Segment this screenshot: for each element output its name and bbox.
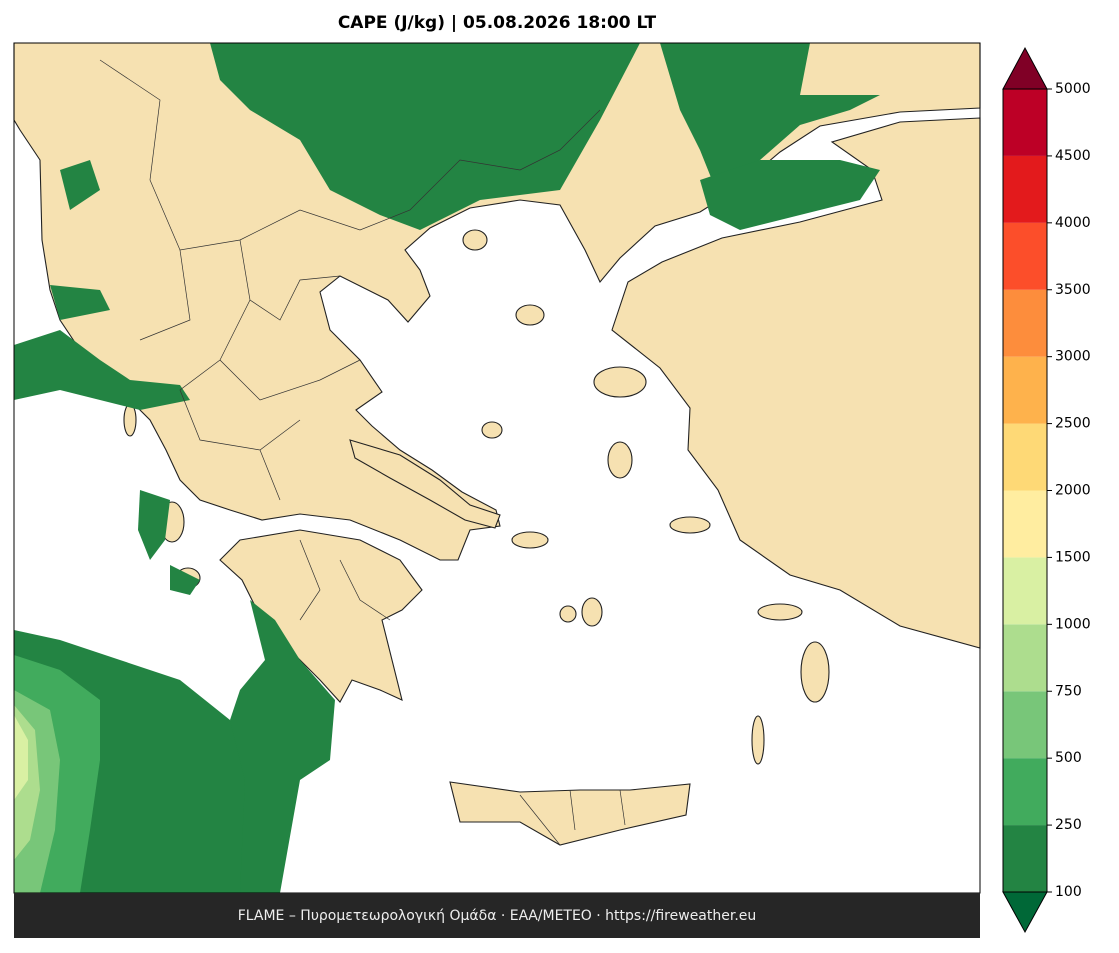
island <box>515 304 545 326</box>
footer-bar <box>14 893 980 938</box>
island <box>462 229 488 251</box>
colorbar-tick-label: 5000 <box>1055 81 1091 97</box>
cape-area <box>170 565 200 595</box>
colorbar-tick-label: 3500 <box>1055 282 1091 298</box>
cape-area <box>660 43 880 200</box>
colorbar-segment <box>1003 557 1047 625</box>
cape-area <box>14 330 190 410</box>
colorbar-segment <box>1003 490 1047 558</box>
land <box>449 781 691 846</box>
colorbar-tick-label: 4000 <box>1055 215 1091 231</box>
border <box>519 789 626 846</box>
colorbar-tick-label: 4500 <box>1055 148 1091 164</box>
footer-text: FLAME – Πυρομετεωρολογική Ομάδα · ΕΑΑ/ME… <box>238 908 757 924</box>
cape-area <box>14 715 28 800</box>
colorbar-tick-label: 100 <box>1055 884 1082 900</box>
island <box>593 366 647 398</box>
colorbar-segment <box>1003 758 1047 826</box>
island <box>757 603 803 621</box>
colorbar-segment <box>1003 89 1047 156</box>
cape-area <box>700 160 880 230</box>
colorbar-tick-label: 2500 <box>1055 416 1091 432</box>
border <box>139 239 361 501</box>
island <box>669 516 711 534</box>
colorbar-segment <box>1003 289 1047 357</box>
colorbar-segment <box>1003 155 1047 223</box>
colorbar-tick-label: 2000 <box>1055 483 1091 499</box>
colorbar-segment <box>1003 624 1047 692</box>
colorbar-tick-label: 1000 <box>1055 616 1091 632</box>
colorbar-segment <box>1003 691 1047 759</box>
colorbar: 100 250 500 750 1000 1500 2000 2500 3000 3500 4000… <box>1002 46 1091 934</box>
island <box>123 403 137 437</box>
borders <box>99 59 626 846</box>
colorbar-tick-label: 3000 <box>1055 349 1091 365</box>
colorbar-segment <box>1003 423 1047 491</box>
cape-area <box>138 490 170 560</box>
colorbar-over <box>1002 46 1048 90</box>
colorbar-segment <box>1003 356 1047 424</box>
island <box>607 441 633 479</box>
colorbar-tick-label: 1500 <box>1055 549 1091 565</box>
land <box>349 439 501 529</box>
island <box>511 531 549 549</box>
cape-shading <box>14 43 880 893</box>
colorbar-tick-label: 500 <box>1055 750 1082 766</box>
island <box>481 421 503 439</box>
island <box>581 597 603 627</box>
colorbar-segment <box>1003 825 1047 892</box>
cape-area <box>50 285 110 320</box>
border <box>299 539 391 621</box>
cape-area <box>60 160 100 210</box>
border <box>99 59 601 251</box>
map <box>13 42 981 894</box>
cape-area <box>230 600 335 893</box>
colorbar-tick-label: 250 <box>1055 817 1082 833</box>
colorbar-segment <box>1003 222 1047 290</box>
map-title: CAPE (J/kg) | 05.08.2026 18:00 LT <box>338 13 657 33</box>
island <box>751 715 765 765</box>
colorbar-tick-label: 750 <box>1055 683 1082 699</box>
island <box>800 641 830 703</box>
cape-area <box>210 43 640 230</box>
colorbar-under <box>1002 891 1048 934</box>
island <box>559 605 577 623</box>
